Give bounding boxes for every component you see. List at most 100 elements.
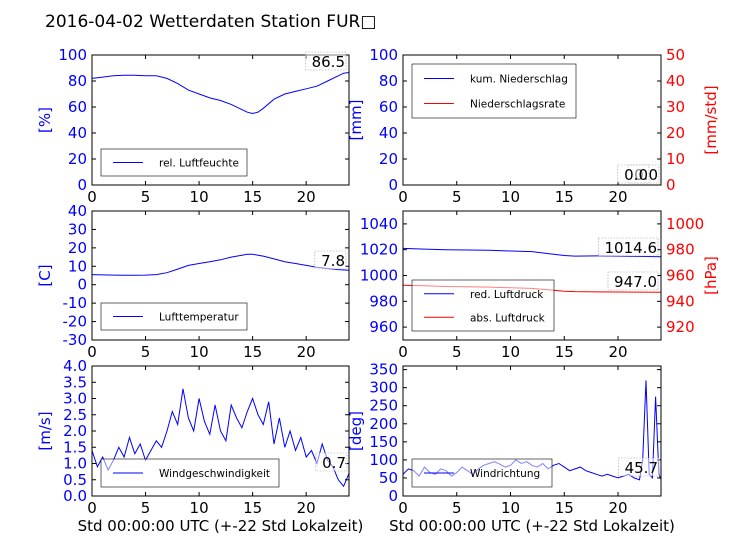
x-tick-label: 5: [452, 343, 462, 361]
y-tick-label: -10: [63, 294, 88, 312]
value-box-text: 7.8: [321, 252, 345, 270]
y-tick-label: 20: [68, 150, 87, 168]
y-tick-label: 0: [388, 176, 398, 194]
y-tick-label: 20: [379, 150, 398, 168]
chart-temperature: 0 5 10 15 20-30-20-10010203040[C]Lufttempera…: [36, 202, 350, 361]
y2-tick-label: 30: [666, 98, 685, 116]
x-tick-label: 15: [555, 343, 574, 361]
legend-label: abs. Luftdruck: [470, 312, 546, 324]
y2-tick-label: 40: [666, 72, 685, 90]
y2-tick-label: 50: [666, 46, 685, 64]
x-tick-label: 10: [190, 499, 209, 517]
y2-tick-label: 960: [666, 267, 695, 285]
y-tick-label: 0: [388, 487, 398, 505]
plot-frame-winddir: [402, 365, 662, 497]
y2-axis-label: [hPa]: [702, 256, 720, 295]
y-tick-label: 1000: [360, 267, 398, 285]
x-tick-label: 20: [297, 188, 316, 206]
y2-tick-label: 1000: [666, 215, 704, 233]
y-tick-label: 200: [369, 415, 398, 433]
chart-pressure: 0 5 10 15 20 960 980 1000 1020 1040 920 940 960 980 10…: [360, 210, 720, 361]
y-tick-label: 0.0: [63, 487, 87, 505]
figure-title: 2016-04-02 Wetterdaten Station FUR□: [45, 12, 376, 32]
y-axis-label: [%]: [36, 107, 54, 133]
y-tick-label: 0: [77, 276, 87, 294]
y-tick-label: 100: [58, 46, 87, 64]
y-tick-label: 1040: [360, 215, 398, 233]
value-box-text: 0.7: [322, 454, 346, 472]
legend-label: kum. Niederschlag: [470, 74, 568, 86]
x-tick-label: 5: [452, 188, 462, 206]
series-line-temperature-0: [92, 253, 349, 276]
x-tick-label: 10: [501, 188, 520, 206]
y-tick-label: 20: [68, 239, 87, 257]
x-tick-label: 5: [141, 188, 151, 206]
value-box-frame: [305, 51, 347, 71]
y-tick-label: -20: [63, 313, 88, 331]
y-tick-label: 2.5: [63, 406, 87, 424]
legend-label: Niederschlagsrate: [470, 99, 565, 111]
y-tick-label: 0.5: [63, 471, 87, 489]
value-box-frame: [314, 250, 347, 270]
y-tick-label: 80: [68, 72, 87, 90]
legend-label: red. Luftdruck: [470, 289, 544, 301]
y-tick-label: 60: [68, 98, 87, 116]
y2-tick-label: 0: [666, 176, 676, 194]
x-axis-label: Std 00:00:00 UTC (+-22 Std Lokalzeit): [78, 517, 364, 535]
x-tick-label: 20: [608, 188, 627, 206]
y-tick-label: 350: [369, 361, 398, 379]
x-tick-label: 0: [398, 343, 408, 361]
y-tick-label: 60: [379, 98, 398, 116]
y2-tick-label: 10: [666, 150, 685, 168]
legend-label: rel. Luftfeuchte: [159, 158, 239, 170]
legend-box-winddir: [411, 458, 553, 488]
legend-label: Windgeschwindigkeit: [159, 468, 270, 480]
x-tick-label: 15: [555, 499, 574, 517]
x-tick-label: 0: [87, 499, 97, 517]
y-tick-label: 0: [77, 176, 87, 194]
x-tick-label: 20: [608, 343, 627, 361]
y-tick-label: 980: [369, 292, 398, 310]
legend-box-pressure: [411, 279, 555, 332]
y-tick-label: 150: [369, 433, 398, 451]
y-axis-label: [C]: [36, 264, 54, 286]
y-tick-label: 40: [68, 202, 87, 220]
value-box-frame: [617, 164, 650, 184]
value-box-frame: [315, 452, 348, 472]
x-tick-label: 5: [141, 499, 151, 517]
x-tick-label: 10: [190, 343, 209, 361]
value-box-text: 947.0: [614, 273, 657, 291]
x-tick-label: 20: [297, 343, 316, 361]
y-tick-label: -30: [63, 331, 88, 349]
y-axis-label: [mm]: [347, 100, 365, 141]
value-box-text: 45.7: [625, 459, 658, 477]
y-tick-label: 960: [369, 318, 398, 336]
y-tick-label: 300: [369, 379, 398, 397]
y-tick-label: 1020: [360, 241, 398, 259]
x-tick-label: 10: [501, 499, 520, 517]
y-tick-label: 3.5: [63, 373, 87, 391]
y-tick-label: 3.0: [63, 390, 87, 408]
x-axis-label: Std 00:00:00 UTC (+-22 Std Lokalzeit): [389, 517, 675, 535]
x-tick-label: 15: [243, 343, 262, 361]
x-tick-label: 0: [87, 343, 97, 361]
value-box-text: 0.0: [624, 166, 648, 184]
value-box-text: 86.5: [312, 53, 345, 71]
x-tick-label: 5: [141, 343, 151, 361]
value-box-frame: [607, 271, 659, 291]
y2-tick-label: 940: [666, 292, 695, 310]
value-box-text: 1014.6: [605, 239, 658, 257]
y-tick-label: 1.0: [63, 455, 87, 473]
plot-frame-temperature: [91, 210, 350, 341]
series-line-windspeed-0: [92, 388, 349, 488]
chart-precip: 0 5 10 15 20 0 20 40 60 80 100 [mm] 0 10 20 30 40 50 [mm/s…: [347, 46, 720, 206]
y-tick-label: 250: [369, 397, 398, 415]
y2-axis-label: [mm/std]: [702, 85, 720, 154]
x-tick-label: 20: [297, 499, 316, 517]
x-tick-label: 10: [501, 343, 520, 361]
y-axis-label: [m/s]: [36, 411, 54, 450]
plot-frame-humidity: [91, 54, 350, 186]
y-tick-label: 40: [68, 124, 87, 142]
x-tick-label: 15: [555, 188, 574, 206]
